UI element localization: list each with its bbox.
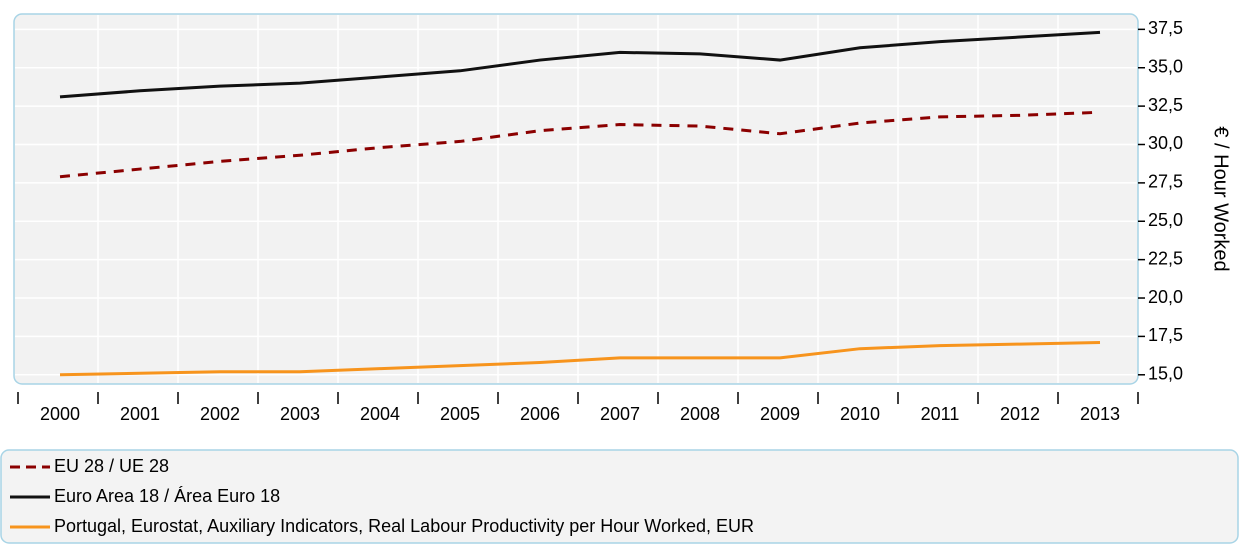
y-tick-label: 17,5: [1148, 325, 1183, 345]
y-tick-label: 20,0: [1148, 287, 1183, 307]
y-tick-label: 22,5: [1148, 248, 1183, 268]
x-tick-label: 2000: [40, 404, 80, 424]
x-tick-label: 2003: [280, 404, 320, 424]
legend-label: Portugal, Eurostat, Auxiliary Indicators…: [54, 516, 754, 536]
y-tick-label: 35,0: [1148, 56, 1183, 76]
series-line: [59, 30, 1101, 99]
y-axis-label: € / Hour Worked: [1210, 126, 1232, 271]
x-tick-label: 2006: [520, 404, 560, 424]
series-line: [59, 341, 1101, 377]
y-tick-label: 27,5: [1148, 172, 1183, 192]
x-tick-label: 2005: [440, 404, 480, 424]
x-tick-label: 2002: [200, 404, 240, 424]
x-tick-label: 2011: [921, 404, 960, 424]
y-tick-label: 32,5: [1148, 95, 1183, 115]
y-tick-label: 25,0: [1148, 210, 1183, 230]
y-tick-label: 30,0: [1148, 133, 1183, 153]
x-tick-label: 2009: [760, 404, 800, 424]
plot-area: [13, 13, 1139, 385]
x-tick-label: 2004: [360, 404, 400, 424]
legend-label: Euro Area 18 / Área Euro 18: [54, 486, 280, 506]
series-line: [59, 110, 1101, 179]
x-tick-label: 2012: [1000, 404, 1040, 424]
x-tick-label: 2010: [840, 404, 880, 424]
x-tick-label: 2007: [600, 404, 640, 424]
legend-label: EU 28 / UE 28: [54, 456, 169, 476]
legend-box: [0, 449, 1239, 544]
x-tick-label: 2001: [120, 404, 160, 424]
y-tick-label: 37,5: [1148, 18, 1183, 38]
x-tick-label: 2013: [1080, 404, 1120, 424]
y-tick-label: 15,0: [1148, 364, 1183, 384]
x-tick-label: 2008: [680, 404, 720, 424]
